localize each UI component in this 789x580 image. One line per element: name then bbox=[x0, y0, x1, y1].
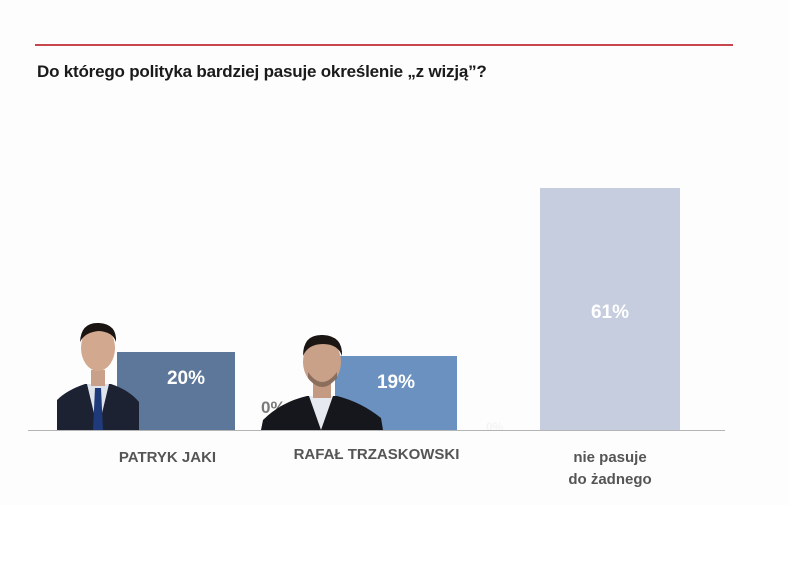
hidden-zero-label: 0% bbox=[486, 420, 504, 434]
portrait-rafal-trzaskowski bbox=[261, 332, 383, 430]
category-label-line: do żadnego bbox=[568, 471, 652, 488]
category-label-rafal-trzaskowski: RAFAŁ TRZASKOWSKI bbox=[293, 446, 460, 463]
bar-value-label: 61% bbox=[590, 302, 630, 323]
chart-title: Do którego polityka bardziej pasuje okre… bbox=[37, 62, 487, 81]
bar-none: 61% bbox=[540, 188, 680, 430]
header-rule bbox=[35, 44, 733, 46]
category-label-patryk-jaki: PATRYK JAKI bbox=[118, 449, 217, 466]
category-label-none: nie pasuje do żadnego bbox=[550, 447, 670, 491]
bar-value-label: 20% bbox=[166, 368, 206, 389]
category-label-line: nie pasuje bbox=[573, 449, 647, 466]
portrait-patryk-jaki bbox=[57, 320, 139, 430]
bar-value-label: 19% bbox=[376, 372, 416, 393]
x-axis-baseline bbox=[28, 430, 725, 431]
